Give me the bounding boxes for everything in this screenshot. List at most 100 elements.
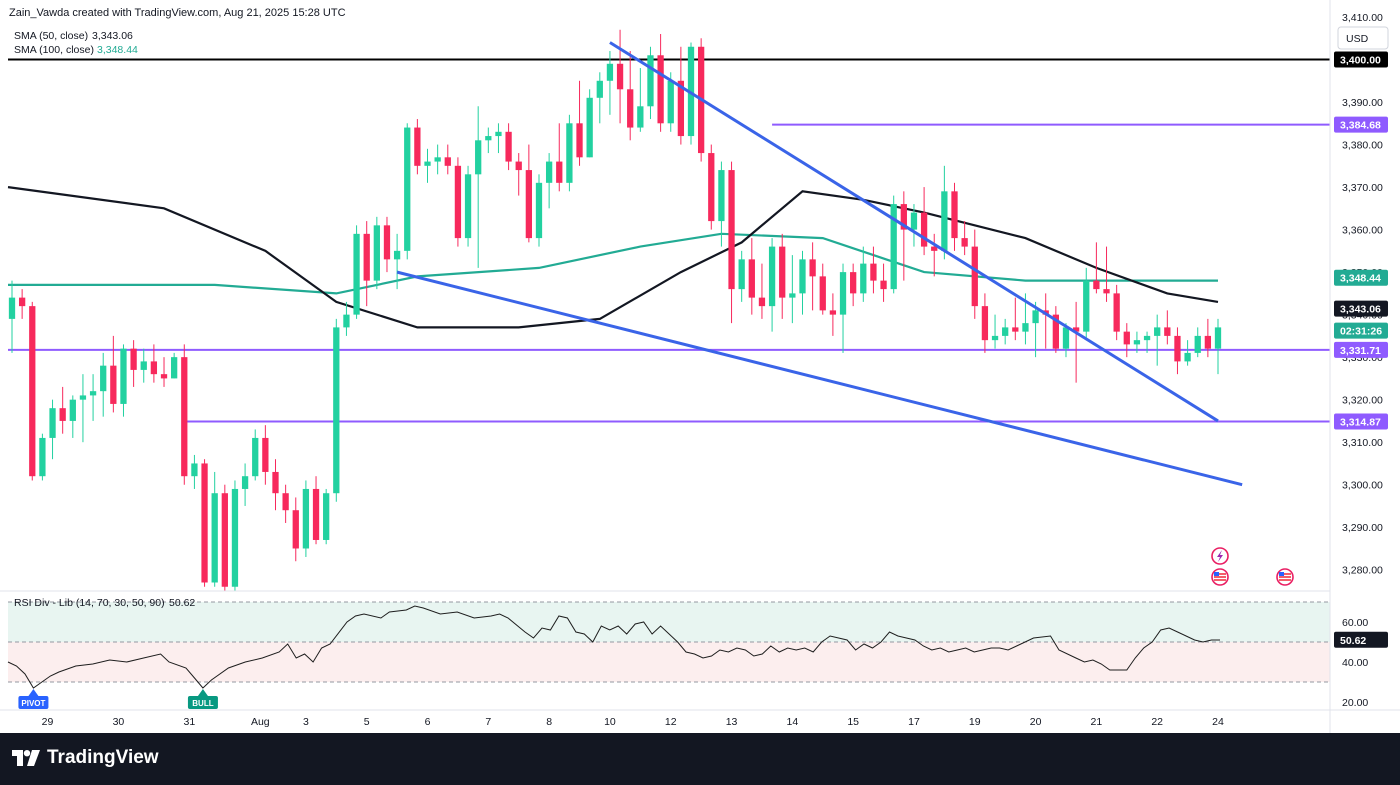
candle[interactable] — [1002, 318, 1009, 345]
candle[interactable] — [941, 165, 948, 260]
candle[interactable] — [495, 123, 502, 154]
candle[interactable] — [728, 161, 735, 324]
candle[interactable] — [302, 480, 310, 557]
candle[interactable] — [1194, 327, 1201, 358]
candle[interactable] — [160, 357, 168, 387]
candle[interactable] — [1154, 314, 1161, 366]
candle[interactable] — [708, 144, 715, 230]
candle[interactable] — [525, 144, 532, 243]
candle[interactable] — [1083, 267, 1090, 341]
candle[interactable] — [211, 471, 218, 587]
candle[interactable] — [231, 480, 239, 591]
candle[interactable] — [931, 233, 938, 277]
candle[interactable] — [900, 191, 907, 281]
candle[interactable] — [829, 293, 837, 336]
us-flag-event-icon[interactable] — [1211, 568, 1229, 586]
candle[interactable] — [312, 476, 320, 545]
candle[interactable] — [485, 127, 492, 154]
candle[interactable] — [789, 255, 796, 324]
candle[interactable] — [1052, 306, 1059, 353]
candle[interactable] — [971, 229, 978, 319]
candle[interactable] — [515, 153, 522, 196]
candle[interactable] — [576, 80, 583, 166]
candle[interactable] — [981, 293, 989, 353]
candle[interactable] — [241, 463, 249, 506]
candle[interactable] — [880, 263, 887, 302]
candle[interactable] — [262, 425, 269, 485]
candle[interactable] — [292, 497, 299, 562]
lower-wedge-trendline[interactable] — [396, 270, 1243, 487]
candle[interactable] — [393, 233, 401, 290]
candle[interactable] — [870, 246, 877, 294]
us-flag-event-icon-2[interactable] — [1276, 568, 1294, 586]
candle[interactable] — [890, 195, 897, 294]
candle[interactable] — [839, 263, 847, 353]
candle[interactable] — [120, 344, 127, 417]
candle[interactable] — [1184, 340, 1191, 366]
rsi-legend-label[interactable]: RSI Div - Lib (14, 70, 30, 50, 90) — [14, 597, 165, 609]
candle[interactable] — [920, 187, 928, 256]
candle[interactable] — [8, 280, 16, 353]
candle[interactable] — [272, 459, 279, 511]
candle[interactable] — [363, 221, 370, 307]
candle[interactable] — [383, 216, 391, 273]
currency-box[interactable] — [1337, 26, 1389, 50]
candle[interactable] — [201, 459, 208, 587]
candle[interactable] — [181, 344, 188, 485]
candle[interactable] — [1103, 246, 1110, 302]
candle[interactable] — [961, 221, 968, 256]
candle[interactable] — [1143, 331, 1151, 353]
candle[interactable] — [282, 484, 289, 523]
candle[interactable] — [454, 157, 462, 247]
candle[interactable] — [1123, 323, 1130, 358]
candle[interactable] — [252, 429, 259, 481]
candle[interactable] — [424, 148, 431, 183]
candle[interactable] — [627, 51, 634, 141]
candle[interactable] — [758, 263, 766, 319]
candle[interactable] — [1062, 323, 1070, 358]
chart-canvas[interactable]: PIVOT BULL 3,280.00 3,290.00 3,300.00 3,310.… — [0, 0, 1400, 733]
candle[interactable] — [667, 72, 674, 132]
candle[interactable] — [404, 123, 411, 260]
candle[interactable] — [39, 433, 46, 481]
candle[interactable] — [1133, 331, 1141, 353]
candle[interactable] — [647, 46, 654, 120]
candle[interactable] — [657, 34, 664, 132]
sma50-line[interactable] — [7, 186, 1219, 329]
candle[interactable] — [535, 174, 543, 247]
candle[interactable] — [566, 114, 573, 192]
candle[interactable] — [637, 68, 644, 132]
tradingview-brand[interactable]: TradingView — [12, 747, 159, 769]
candle[interactable] — [1093, 242, 1100, 294]
candle[interactable] — [353, 225, 360, 319]
candle[interactable] — [130, 340, 137, 387]
candle[interactable] — [1174, 327, 1181, 375]
candle[interactable] — [323, 488, 330, 545]
candle[interactable] — [850, 263, 857, 307]
candle[interactable] — [18, 289, 26, 319]
upper-wedge-trendline[interactable] — [609, 41, 1219, 423]
candle[interactable] — [464, 165, 472, 247]
candle[interactable] — [606, 51, 614, 115]
candle[interactable] — [718, 161, 725, 247]
candle[interactable] — [616, 29, 624, 124]
candle[interactable] — [991, 314, 999, 349]
candle[interactable] — [545, 153, 553, 209]
candle[interactable] — [49, 399, 56, 460]
candle[interactable] — [910, 204, 918, 247]
lightning-event-icon[interactable] — [1211, 547, 1229, 565]
sma50-legend-label[interactable]: SMA (50, close) — [14, 30, 88, 42]
candle[interactable] — [779, 233, 786, 319]
candle[interactable] — [748, 238, 755, 315]
candle[interactable] — [444, 144, 451, 175]
candle[interactable] — [333, 318, 340, 502]
candle[interactable] — [1072, 301, 1080, 383]
candle[interactable] — [768, 238, 776, 332]
candle[interactable] — [1032, 301, 1039, 358]
candle[interactable] — [221, 484, 228, 591]
candle[interactable] — [1012, 297, 1019, 341]
candle[interactable] — [59, 386, 66, 434]
candle[interactable] — [819, 263, 826, 315]
candle[interactable] — [475, 106, 482, 268]
candle[interactable] — [505, 123, 512, 171]
